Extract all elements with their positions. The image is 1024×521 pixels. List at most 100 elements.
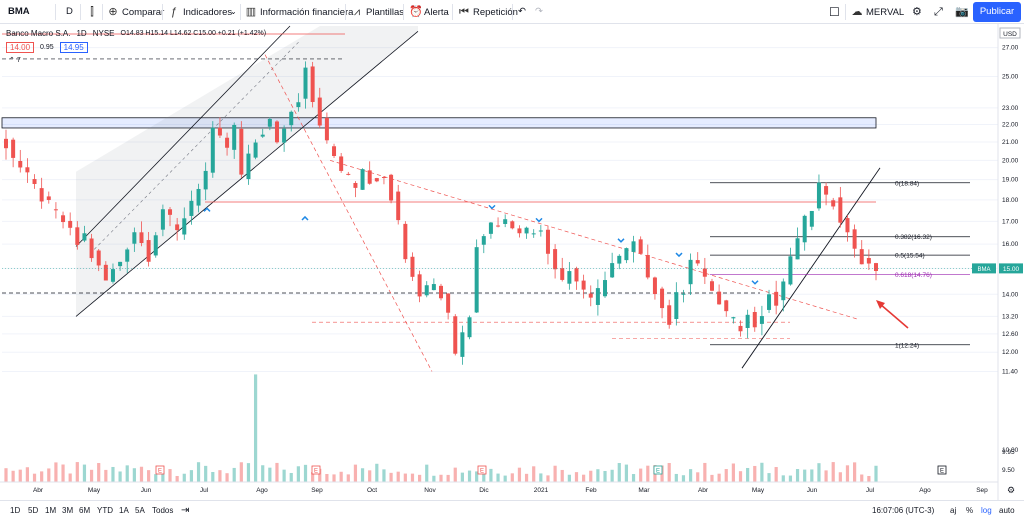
candle-body [217, 127, 222, 136]
volume-bar [667, 463, 671, 482]
candle-body [175, 224, 180, 231]
volume-bar [346, 474, 350, 482]
y-tick-label: 12.60 [1002, 331, 1019, 338]
candle-body [132, 232, 137, 244]
volume-bar [795, 469, 800, 482]
fib-level-label: 0.5(15.54) [895, 253, 925, 260]
volume-bar [296, 466, 300, 482]
candle-body [874, 263, 878, 271]
interval-button[interactable]: D [66, 6, 73, 17]
range-5y[interactable]: 5A [135, 506, 145, 515]
range-1d[interactable]: 1D [10, 506, 21, 515]
volume-bar [589, 470, 593, 482]
candle-body [232, 124, 237, 150]
candle-body [125, 249, 130, 262]
y-tick-label: 9.95 [1002, 449, 1015, 456]
price-tag-symbol: BMA [977, 267, 990, 273]
range-ytd[interactable]: YTD [97, 506, 113, 515]
ask-box[interactable]: 14.95 [59, 41, 88, 53]
candle-body [645, 254, 650, 278]
date-range-icon[interactable]: ⇥ [181, 505, 190, 516]
range-6m[interactable]: 6M [79, 506, 91, 515]
price-axis[interactable]: USD 27.00 25.00 23.00 22.00 21.00 20.00 19.00 18… [972, 24, 1024, 500]
clock-display[interactable]: 16:07:06 (UTC-3) [872, 506, 935, 515]
candle-body [139, 232, 144, 244]
candle-body [866, 258, 871, 264]
volume-bar [125, 465, 129, 482]
compare-button[interactable]: ⊕ Comparar [107, 0, 164, 24]
volume-bar [89, 469, 94, 482]
symbol-search[interactable]: BMA [8, 6, 30, 17]
divider [102, 4, 103, 20]
volume-bar [75, 462, 79, 482]
range-3m[interactable]: 3M [62, 506, 74, 515]
volume-bar [139, 466, 144, 482]
volume-bar [746, 467, 750, 482]
volume-bar [874, 465, 878, 482]
indicators-button[interactable]: ƒ Indicadores [168, 0, 232, 24]
fullscreen-square-icon[interactable]: ☐ [829, 5, 840, 19]
chevron-down-icon[interactable]: ⌄ [230, 7, 237, 16]
time-axis[interactable]: Abr May Jun Jul Ago Sep Oct Nov Dic 2021 Feb Mar Abr… [0, 481, 1015, 496]
expand-icon[interactable]: ⤢ [934, 6, 943, 18]
volume-bar [681, 475, 686, 482]
range-1m[interactable]: 1M [45, 506, 57, 515]
financials-button[interactable]: ▥ Información financiera [245, 0, 354, 24]
volume-bar [845, 465, 850, 482]
volume-bar [831, 462, 835, 482]
alert-button[interactable]: ⏰Alerta [409, 0, 449, 24]
divider [345, 4, 346, 20]
volume-bar [175, 475, 179, 482]
y-tick-label: 17.00 [1002, 218, 1019, 225]
volume-bar [489, 468, 493, 482]
volume-bar [696, 472, 700, 482]
volume-bar [275, 462, 279, 482]
replay-button[interactable]: ⏮ Repetición [458, 0, 518, 24]
bid-box[interactable]: 14.00 [6, 41, 35, 53]
y-tick-label: 21.00 [1002, 139, 1019, 146]
bottom-toolbar: 1D 5D 1M 3M 6M YTD 1A 5A Todos ⇥ 16:07:0… [0, 500, 1024, 520]
candle-body [267, 118, 272, 127]
volume-bar [824, 470, 828, 482]
range-1y[interactable]: 1A [119, 506, 129, 515]
exchange-selector[interactable]: ☁ MERVAL [851, 0, 905, 24]
y-tick-label: 23.00 [1002, 105, 1019, 112]
gear-icon[interactable]: ⚙ [912, 6, 922, 18]
earnings-letter: E [656, 469, 660, 475]
undo-icon[interactable]: ↶ [518, 6, 526, 17]
range-all[interactable]: Todos [152, 506, 174, 515]
auto-toggle[interactable]: auto [999, 506, 1015, 515]
publish-button[interactable]: Publicar [973, 2, 1021, 22]
volume-bar [54, 462, 58, 482]
candles-style-icon[interactable]: ⫿ [90, 6, 94, 18]
candle-body [239, 128, 244, 175]
candle-body [353, 182, 358, 188]
volume-bar [624, 464, 629, 482]
price-chart[interactable]: 0(18.84) 0.382(16.32) 0.5(15.54) 0.618(14.7… [0, 24, 1024, 500]
range-5d[interactable]: 5D [28, 506, 39, 515]
volume-bar [97, 463, 101, 482]
candle-body [767, 294, 772, 310]
volume-bar [168, 469, 172, 482]
candle-body [274, 121, 279, 143]
divider [403, 4, 404, 20]
templates-icon: ⩘ [353, 6, 361, 18]
candle-body [553, 249, 558, 270]
candle-body [460, 332, 465, 357]
log-toggle[interactable]: log [981, 506, 992, 515]
divider [55, 4, 56, 20]
adjust-toggle[interactable]: aj [950, 506, 957, 515]
candle-body [752, 312, 757, 328]
volume-bar [688, 469, 693, 482]
x-tick-label: Ago [256, 487, 268, 494]
volume-bar [104, 469, 108, 482]
volume-bar [318, 468, 322, 482]
camera-icon[interactable]: 📷 [955, 6, 969, 18]
volume-bar [460, 472, 464, 482]
volume-bar [196, 462, 201, 482]
templates-button[interactable]: ⩘ Plantillas [351, 0, 404, 24]
candle-body [852, 229, 857, 249]
percent-toggle[interactable]: % [966, 506, 974, 515]
redo-icon[interactable]: ↷ [535, 6, 543, 17]
collapse-indicators-button[interactable]: ⌃ 7 [9, 56, 21, 64]
